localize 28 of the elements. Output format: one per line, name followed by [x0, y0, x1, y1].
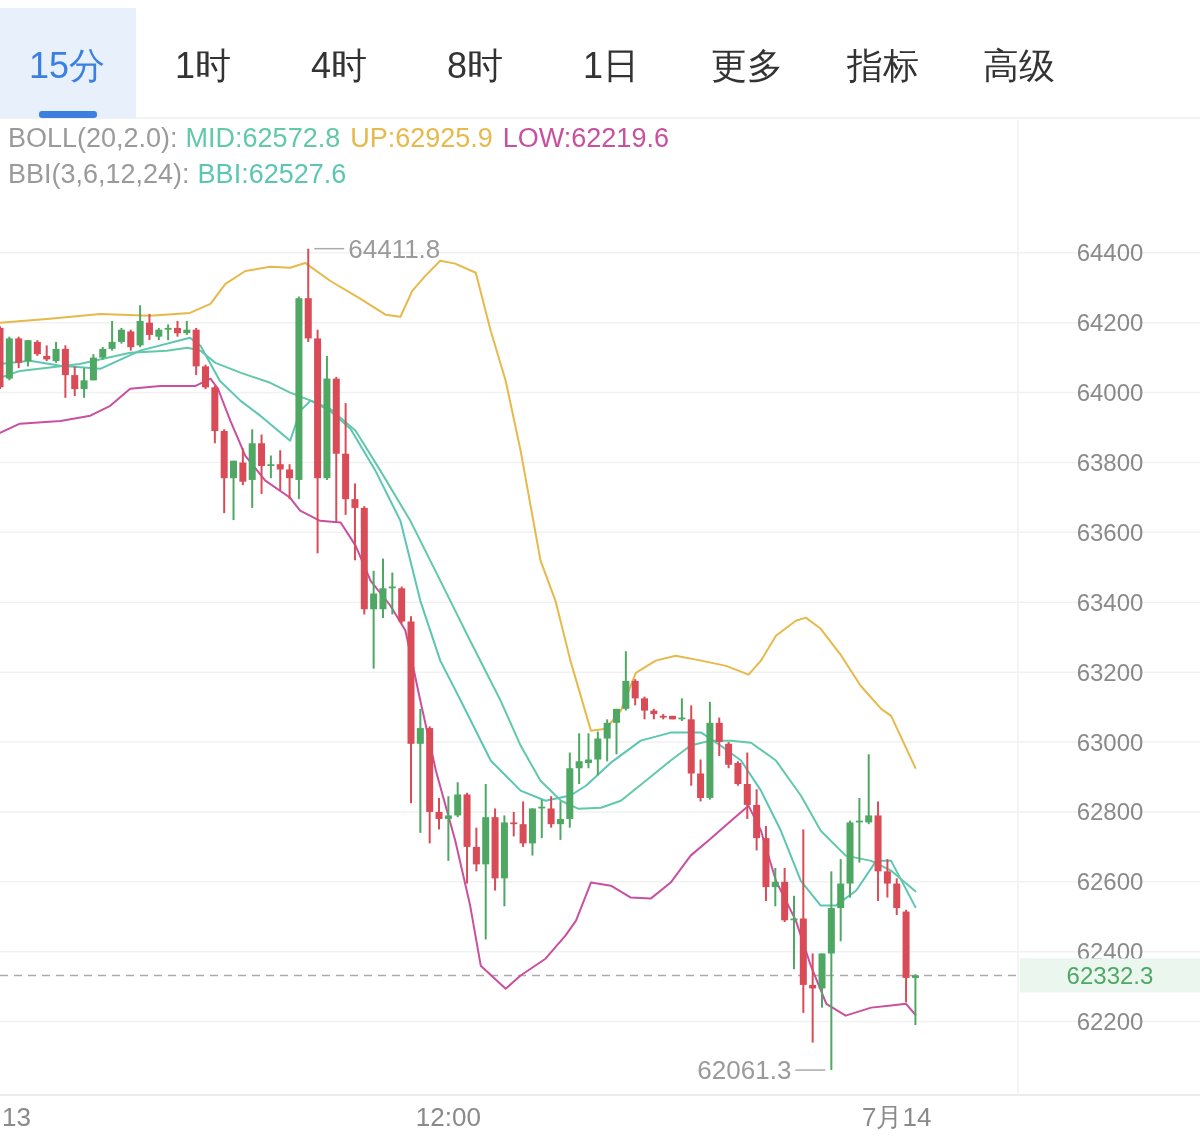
annotation: 64411.8: [313, 233, 441, 264]
y-tick-label: 64400: [1076, 239, 1144, 267]
y-tick-label: 63200: [1076, 658, 1144, 686]
y-tick-label: 63600: [1076, 518, 1144, 546]
y-tick-label: 62600: [1076, 868, 1144, 896]
text: 15分: [28, 44, 106, 86]
text: 1时: [174, 44, 232, 86]
x-tick-label: 13: [2, 1102, 31, 1132]
y-tick-label: 63000: [1076, 728, 1144, 756]
text: 更多: [711, 44, 783, 86]
y-tick-label: 64000: [1076, 379, 1144, 407]
text: 高级: [983, 44, 1055, 86]
text: 8时: [446, 44, 504, 86]
ref-line-label: 62332.3: [1066, 961, 1154, 989]
text: 4时: [310, 44, 368, 86]
annotation: 64411.8: [348, 233, 441, 264]
y-tick-label: 62800: [1076, 798, 1144, 826]
y-tick-label: 64200: [1076, 309, 1144, 337]
text: 1日: [582, 44, 640, 86]
x-tick-label: 7月14: [862, 1102, 932, 1132]
annotation: 62061.3: [697, 1055, 827, 1086]
y-tick-label: 63400: [1076, 588, 1144, 616]
x-tick-label: 12:00: [415, 1102, 481, 1132]
annotation: 62061.3: [697, 1055, 792, 1086]
legend: BOLL(20,2.0): MID:62572.8 UP:62925.9 LOW:62219.6 BBI(3,6,12,24): BBI:62527.6: [8, 123, 669, 189]
text: 指标: [846, 44, 919, 86]
y-tick-label: 62200: [1076, 1008, 1144, 1036]
y-tick-label: 63800: [1076, 448, 1144, 476]
